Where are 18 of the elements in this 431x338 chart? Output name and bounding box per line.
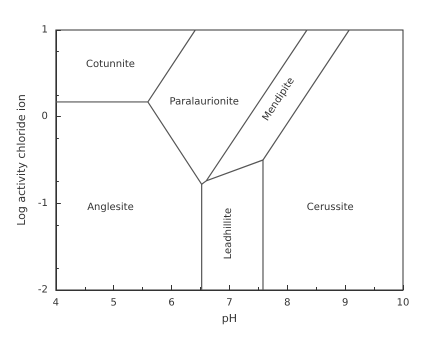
y-tick-label: 1	[41, 24, 48, 36]
annotation: Leadhillite	[222, 208, 234, 260]
x-tick-label: 7	[226, 298, 233, 308]
y-tick-label: 0	[41, 111, 48, 122]
x-tick-label: 6	[168, 298, 175, 308]
y-tick-label: -2	[38, 284, 48, 296]
annotation: Cotunnite	[86, 59, 135, 70]
y-tick-label: -1	[38, 198, 48, 209]
y-axis-title: Log activity chloride ion	[15, 94, 28, 226]
x-tick-label: 4	[52, 298, 60, 308]
x-tick-label: 10	[396, 298, 410, 308]
annotation: Anglesite	[87, 202, 134, 214]
x-tick-label: 5	[110, 298, 117, 308]
x-tick-label: 8	[284, 298, 290, 308]
x-tick-label: 9	[342, 298, 348, 308]
x-axis-title: pH	[222, 312, 238, 325]
annotation: Cerussite	[306, 202, 354, 214]
annotation: Paralaurionite	[170, 96, 239, 108]
